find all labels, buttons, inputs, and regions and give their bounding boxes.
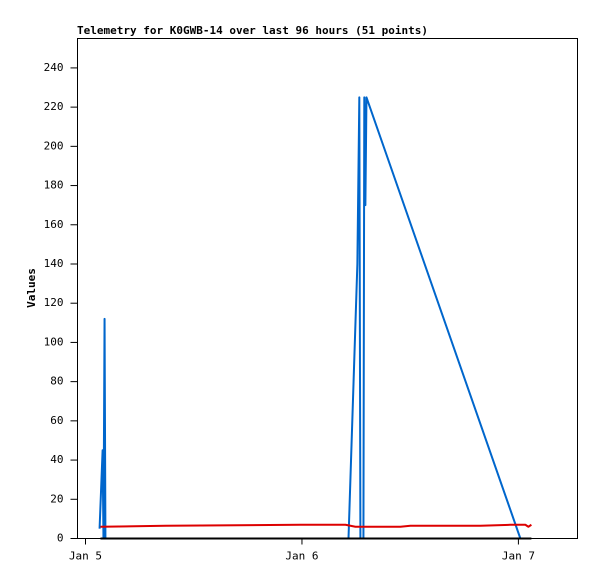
y-tick-label: 80 bbox=[50, 375, 63, 388]
y-tick-label: 160 bbox=[44, 218, 64, 231]
y-tick-label: 20 bbox=[50, 492, 63, 505]
y-tick-label: 0 bbox=[57, 532, 64, 545]
x-tick-label: Jan 5 bbox=[69, 550, 102, 563]
y-tick-label: 200 bbox=[44, 139, 64, 152]
y-tick-label: 60 bbox=[50, 414, 63, 427]
y-tick-label: 240 bbox=[44, 61, 64, 74]
x-tick-label: Jan 7 bbox=[502, 550, 535, 563]
chart-title: Telemetry for K0GWB-14 over last 96 hour… bbox=[77, 24, 428, 37]
y-tick-label: 120 bbox=[44, 296, 64, 309]
y-tick-label: 40 bbox=[50, 453, 63, 466]
x-tick-label: Jan 6 bbox=[285, 550, 318, 563]
series-line bbox=[98, 96, 522, 540]
y-axis-label: Values bbox=[25, 268, 38, 308]
y-tick-label: 140 bbox=[44, 257, 64, 270]
y-tick-label: 180 bbox=[44, 179, 64, 192]
y-tick-label: 100 bbox=[44, 335, 64, 348]
y-tick-label: 220 bbox=[44, 100, 64, 113]
series-line bbox=[100, 523, 532, 528]
